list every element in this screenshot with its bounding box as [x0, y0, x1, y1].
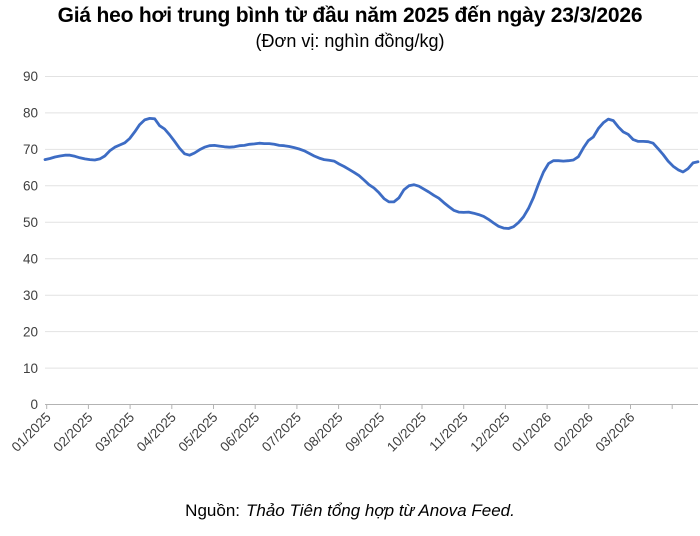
price-line	[43, 117, 700, 230]
x-axis-labels: 01/202502/202503/202504/202505/202506/20…	[9, 410, 638, 455]
x-tick-label: 02/2026	[551, 410, 596, 455]
y-tick-label: 30	[23, 288, 38, 303]
x-tick-label: 07/2025	[259, 410, 304, 455]
x-tick-label: 02/2025	[50, 410, 95, 455]
y-tick-label: 60	[23, 179, 38, 194]
y-tick-label: 50	[23, 215, 38, 230]
x-tick-label: 10/2025	[384, 410, 429, 455]
y-tick-label: 20	[23, 324, 38, 339]
x-tick-label: 11/2025	[426, 410, 470, 454]
source-text: Thảo Tiên tổng hợp từ Anova Feed.	[246, 501, 515, 520]
x-tick-label: 09/2025	[342, 410, 387, 455]
y-tick-label: 80	[23, 106, 38, 121]
y-axis-labels: 0 10 20 30 40 50 60 70 80 90	[23, 69, 38, 412]
chart-subtitle: (Đơn vị: nghìn đồng/kg)	[255, 31, 445, 51]
x-tick-label: 12/2025	[467, 410, 512, 455]
y-tick-label: 70	[23, 142, 38, 157]
y-tick-label: 90	[23, 69, 38, 84]
x-tick-label: 05/2025	[175, 410, 220, 455]
x-tick-label: 03/2025	[92, 410, 137, 455]
x-tick-label: 06/2025	[217, 410, 262, 455]
source-prefix: Nguồn:	[185, 501, 240, 520]
chart-title: Giá heo hơi trung bình từ đầu năm 2025 đ…	[57, 4, 643, 27]
source-line: Nguồn: Thảo Tiên tổng hợp từ Anova Feed.	[0, 501, 700, 521]
x-tick-label: 01/2026	[509, 410, 554, 455]
x-tick-label: 08/2025	[301, 410, 346, 455]
x-tick-label: 04/2025	[134, 410, 179, 455]
y-tick-label: 0	[30, 397, 38, 412]
x-tick-label: 01/2025	[9, 410, 54, 455]
y-tick-label: 40	[23, 251, 38, 266]
price-line-chart: 0 10 20 30 40 50 60 70 80 90 01/202502/202503/2025…	[9, 69, 700, 455]
y-tick-label: 10	[23, 361, 38, 376]
x-tick-label: 03/2026	[592, 410, 637, 455]
x-axis-ticks	[46, 404, 673, 409]
